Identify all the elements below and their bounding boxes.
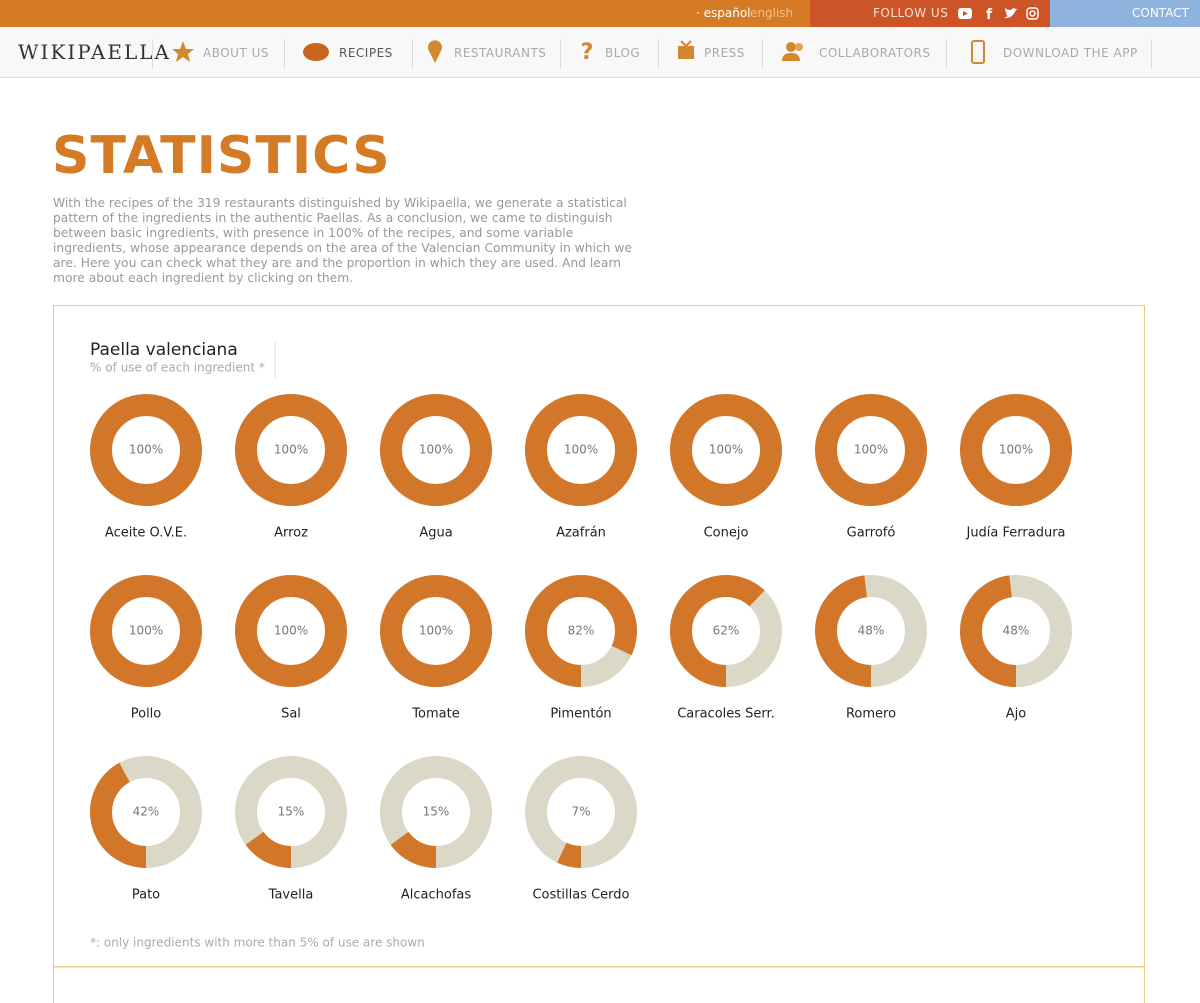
nav-item[interactable]: BLOG — [605, 46, 641, 60]
social-icons[interactable]: f — [958, 6, 1040, 22]
value-label: 100% — [419, 624, 453, 638]
value-label: 100% — [129, 624, 163, 638]
follow-label: FOLLOW US — [873, 6, 949, 20]
category-label: Romero — [846, 707, 896, 722]
value-label: 100% — [854, 443, 888, 457]
value-label: 82% — [568, 624, 595, 638]
category-label: Azafrán — [556, 526, 606, 541]
svg-text:f: f — [986, 7, 993, 22]
category-label: Agua — [419, 526, 452, 541]
page-title: STATISTICS — [52, 126, 391, 186]
value-label: 100% — [999, 443, 1033, 457]
intro-text: With the recipes of the 319 restaurants … — [53, 196, 633, 285]
footnote: *: only ingredients with more than 5% of… — [90, 936, 425, 950]
nav-bar: WIKIPAELLA ? ABOUT US RECIPES RESTAURANT… — [0, 27, 1200, 78]
value-label: 100% — [274, 624, 308, 638]
category-label: Tavella — [268, 888, 314, 903]
donut-arc — [960, 575, 1072, 687]
value-label: 48% — [858, 624, 885, 638]
category-label: Pimentón — [550, 707, 611, 722]
next-frame — [53, 966, 1145, 1003]
chart-subtitle: % of use of each ingredient * — [90, 361, 265, 375]
category-label: Conejo — [704, 526, 749, 541]
donut-arc — [90, 756, 202, 868]
category-label: Pato — [132, 888, 160, 903]
value-label: 42% — [133, 805, 160, 819]
donut-arc — [235, 756, 347, 868]
nav-item[interactable]: ABOUT US — [203, 46, 270, 60]
value-label: 7% — [571, 805, 590, 819]
donut-arc — [815, 394, 927, 506]
follow-box: FOLLOW US f — [810, 0, 1050, 27]
value-label: 62% — [713, 624, 740, 638]
category-label: Garrofó — [847, 526, 896, 541]
donut-arc — [90, 575, 202, 687]
nav-item[interactable]: DOWNLOAD THE APP — [1003, 46, 1138, 60]
logo[interactable]: WIKIPAELLA — [18, 40, 171, 64]
category-label: Judía Ferradura — [965, 526, 1065, 541]
nav-item[interactable]: PRESS — [704, 46, 745, 60]
category-label: Costillas Cerdo — [532, 888, 629, 903]
value-label: 100% — [274, 443, 308, 457]
donut-arc — [815, 575, 927, 687]
value-label: 100% — [129, 443, 163, 457]
donut-arc — [525, 756, 637, 868]
category-label: Alcachofas — [401, 888, 472, 903]
contact-box[interactable]: CONTACT — [1050, 0, 1200, 27]
donut-arc — [670, 575, 782, 687]
top-bar: · español english FOLLOW US f CONTACT — [0, 0, 1200, 27]
category-label: Caracoles Serr. — [677, 707, 775, 722]
donut-arc — [960, 394, 1072, 506]
donut-arc — [235, 575, 347, 687]
value-label: 15% — [423, 805, 450, 819]
donut-arc — [525, 575, 637, 687]
category-label: Arroz — [274, 526, 308, 541]
value-label: 100% — [564, 443, 598, 457]
value-label: 15% — [278, 805, 305, 819]
category-label: Tomate — [411, 707, 459, 722]
chart-title: Paella valenciana — [90, 340, 238, 360]
donut-arc — [380, 575, 492, 687]
contact[interactable]: CONTACT — [1132, 6, 1189, 20]
lang-es[interactable]: · español — [696, 6, 751, 20]
value-label: 100% — [709, 443, 743, 457]
value-label: 100% — [419, 443, 453, 457]
donut-arc — [525, 394, 637, 506]
donut-arc — [670, 394, 782, 506]
category-label: Ajo — [1006, 707, 1027, 722]
nav-item[interactable]: RESTAURANTS — [454, 46, 547, 60]
svg-text:?: ? — [581, 40, 594, 65]
lang-en[interactable]: english — [750, 6, 794, 20]
value-label: 48% — [1003, 624, 1030, 638]
category-label: Aceite O.V.E. — [105, 526, 187, 541]
donut-arc — [380, 756, 492, 868]
donut-arc — [90, 394, 202, 506]
donut-arc — [380, 394, 492, 506]
nav-icons: ? — [172, 40, 985, 65]
donut-arc — [235, 394, 347, 506]
category-label: Pollo — [131, 707, 162, 722]
nav-item[interactable]: RECIPES — [339, 46, 393, 60]
nav-item[interactable]: COLLABORATORS — [819, 46, 931, 60]
category-label: Sal — [281, 707, 301, 722]
